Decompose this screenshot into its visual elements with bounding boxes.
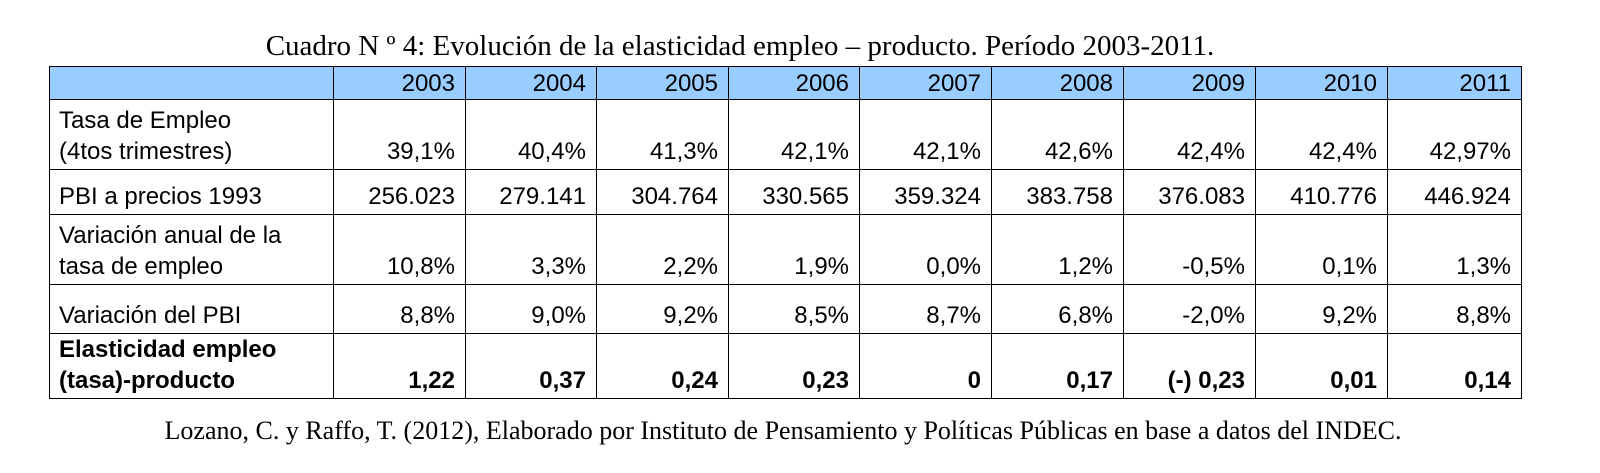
table-cell: 1,22 <box>333 333 466 399</box>
row-label: Variación del PBI <box>49 284 334 334</box>
table-cell: 0,23 <box>728 333 860 399</box>
row-label: Tasa de Empleo (4tos trimestres) <box>49 99 334 170</box>
header-cell-empty <box>49 66 334 100</box>
table-cell: 9,0% <box>465 284 597 334</box>
table-cell: 410.776 <box>1255 169 1388 215</box>
table-cell: 9,2% <box>596 284 729 334</box>
table-cell: 376.083 <box>1123 169 1256 215</box>
header-cell-year: 2009 <box>1123 66 1256 100</box>
row-label: PBI a precios 1993 <box>49 169 334 215</box>
table-cell: 0,24 <box>596 333 729 399</box>
table-cell: 41,3% <box>596 99 729 170</box>
table-cell: 40,4% <box>465 99 597 170</box>
table-cell: 42,97% <box>1387 99 1522 170</box>
table-cell: 10,8% <box>333 214 466 285</box>
table-header-row: 2003 2004 2005 2006 2007 2008 2009 2010 … <box>49 66 1522 100</box>
header-cell-year: 2003 <box>333 66 466 100</box>
table-cell: 8,8% <box>1387 284 1522 334</box>
header-cell-year: 2007 <box>859 66 992 100</box>
table-cell: 1,9% <box>728 214 860 285</box>
table-cell: 1,3% <box>1387 214 1522 285</box>
table-cell: 383.758 <box>991 169 1124 215</box>
table-row-elasticidad: Elasticidad empleo (tasa)-producto 1,22 0… <box>49 333 1522 399</box>
row-label-line: tasa de empleo <box>59 253 224 280</box>
table-cell: 304.764 <box>596 169 729 215</box>
row-label-line: Variación anual de la <box>59 222 282 249</box>
table-cell: 8,7% <box>859 284 992 334</box>
table-cell: 0,01 <box>1255 333 1388 399</box>
row-label-line: Variación del PBI <box>59 302 242 329</box>
table-cell: 0,37 <box>465 333 597 399</box>
table-row-tasa-empleo: Tasa de Empleo (4tos trimestres) 39,1% 40… <box>49 99 1522 170</box>
table-cell: 0,1% <box>1255 214 1388 285</box>
table-cell: 2,2% <box>596 214 729 285</box>
table-cell: 8,8% <box>333 284 466 334</box>
table-cell: 446.924 <box>1387 169 1522 215</box>
row-label: Variación anual de la tasa de empleo <box>49 214 334 285</box>
table-cell: -0,5% <box>1123 214 1256 285</box>
table-cell: 1,2% <box>991 214 1124 285</box>
table-cell: (-) 0,23 <box>1123 333 1256 399</box>
table-caption: Cuadro N º 4: Evolución de la elasticida… <box>265 30 1215 62</box>
table-cell: 330.565 <box>728 169 860 215</box>
header-cell-year: 2005 <box>596 66 729 100</box>
elasticity-table: 2003 2004 2005 2006 2007 2008 2009 2010 … <box>49 66 1522 399</box>
row-label-line: Tasa de Empleo <box>59 107 232 134</box>
table-cell: 42,6% <box>991 99 1124 170</box>
table-cell: 42,4% <box>1123 99 1256 170</box>
row-label: Elasticidad empleo (tasa)-producto <box>49 333 334 399</box>
table-cell: 9,2% <box>1255 284 1388 334</box>
table-row-variacion-pbi: Variación del PBI 8,8% 9,0% 9,2% 8,5% 8,… <box>49 284 1522 334</box>
table-cell: 39,1% <box>333 99 466 170</box>
table-cell: 256.023 <box>333 169 466 215</box>
header-cell-year: 2011 <box>1387 66 1522 100</box>
header-cell-year: 2008 <box>991 66 1124 100</box>
table-cell: 0,17 <box>991 333 1124 399</box>
header-cell-year: 2010 <box>1255 66 1388 100</box>
row-label-line: (4tos trimestres) <box>59 138 233 165</box>
row-label-line: (tasa)-producto <box>59 367 235 394</box>
table-cell: 0,14 <box>1387 333 1522 399</box>
header-cell-year: 2004 <box>465 66 597 100</box>
table-cell: 42,1% <box>728 99 860 170</box>
table-cell: 42,1% <box>859 99 992 170</box>
table-cell: 6,8% <box>991 284 1124 334</box>
table-cell: 0 <box>859 333 992 399</box>
table-cell: 279.141 <box>465 169 597 215</box>
table-row-variacion-empleo: Variación anual de la tasa de empleo 10,8… <box>49 214 1522 285</box>
table-cell: 42,4% <box>1255 99 1388 170</box>
table-row-pbi: PBI a precios 1993 256.023 279.141 304.7… <box>49 169 1522 215</box>
header-cell-year: 2006 <box>728 66 860 100</box>
table-cell: -2,0% <box>1123 284 1256 334</box>
row-label-line: Elasticidad empleo <box>59 336 277 363</box>
source-footnote: Lozano, C. y Raffo, T. (2012), Elaborado… <box>164 416 1402 445</box>
table-cell: 3,3% <box>465 214 597 285</box>
row-label-line: PBI a precios 1993 <box>59 183 262 210</box>
table-cell: 359.324 <box>859 169 992 215</box>
table-cell: 0,0% <box>859 214 992 285</box>
table-cell: 8,5% <box>728 284 860 334</box>
